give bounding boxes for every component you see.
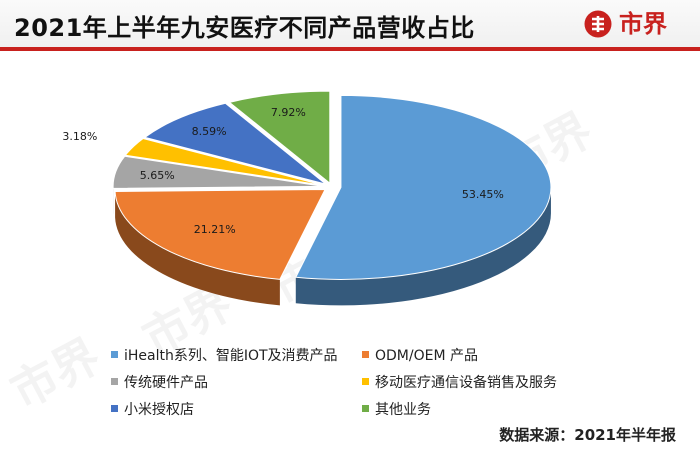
legend-label-other-business: 其他业务: [375, 402, 431, 418]
pie-slice-sides: [113, 186, 551, 306]
pie-label-xiaomi-store: 8.59%: [192, 125, 227, 138]
pie-label-ihealth: 53.45%: [462, 188, 504, 201]
pie-chart: 53.45% 21.21% 5.65% 3.18% 8.59% 7.92%: [0, 52, 700, 424]
legend-marker-xiaomi-store: [111, 405, 118, 412]
legend-marker-ihealth: [111, 351, 118, 358]
header-divider: [0, 47, 700, 51]
brand-logo-icon: [584, 10, 612, 38]
pie-slice-mobile-medical: [124, 138, 324, 186]
pie-label-traditional-hardware: 5.65%: [140, 169, 175, 182]
pie-slice-odm-oem: [114, 188, 326, 280]
pie-slice-traditional-hardware: [112, 155, 324, 189]
header-bar: 2021年上半年九安医疗不同产品营收占比 市界: [0, 0, 700, 51]
pie-label-mobile-medical: 3.18%: [62, 130, 97, 143]
legend-marker-mobile-medical: [362, 378, 369, 385]
pie-label-odm-oem: 21.21%: [194, 223, 236, 236]
legend-marker-other-business: [362, 405, 369, 412]
legend-marker-traditional-hardware: [111, 378, 118, 385]
legend-label-xiaomi-store: 小米授权店: [124, 402, 194, 418]
legend-item-traditional-hardware: 传统硬件产品: [111, 374, 208, 392]
pie-slice-tops: [112, 90, 552, 280]
pie-label-other-business: 7.92%: [271, 106, 306, 119]
pie-chart-svg: 53.45% 21.21% 5.65% 3.18% 8.59% 7.92%: [62, 90, 552, 306]
legend-label-mobile-medical: 移动医疗通信设备销售及服务: [375, 375, 557, 391]
pie-slice-ihealth: [295, 94, 552, 280]
brand-logo: 市界: [583, 9, 693, 39]
pie-side-odm-oem: [115, 191, 280, 306]
source-note: 数据来源：2021年半年报: [499, 426, 676, 444]
pie-side-ihealth: [295, 187, 551, 306]
legend-item-xiaomi-store: 小米授权店: [111, 401, 194, 419]
legend-item-odm-oem: ODM/OEM 产品: [362, 347, 478, 365]
legend-item-mobile-medical: 移动医疗通信设备销售及服务: [362, 374, 557, 392]
brand-name: 市界: [619, 10, 667, 38]
pie-slice-other-business: [228, 90, 331, 185]
legend-marker-odm-oem: [362, 351, 369, 358]
legend-label-ihealth: iHealth系列、智能IOT及消费产品: [124, 348, 338, 364]
page-title: 2021年上半年九安医疗不同产品营收占比: [14, 14, 475, 42]
pie-slice-xiaomi-store: [143, 102, 327, 185]
legend-item-other-business: 其他业务: [362, 401, 431, 419]
legend-label-traditional-hardware: 传统硬件产品: [124, 375, 208, 391]
legend-item-ihealth: iHealth系列、智能IOT及消费产品: [111, 347, 338, 365]
pie-data-labels: 53.45% 21.21% 5.65% 3.18% 8.59% 7.92%: [62, 106, 503, 236]
legend-label-odm-oem: ODM/OEM 产品: [375, 348, 478, 364]
